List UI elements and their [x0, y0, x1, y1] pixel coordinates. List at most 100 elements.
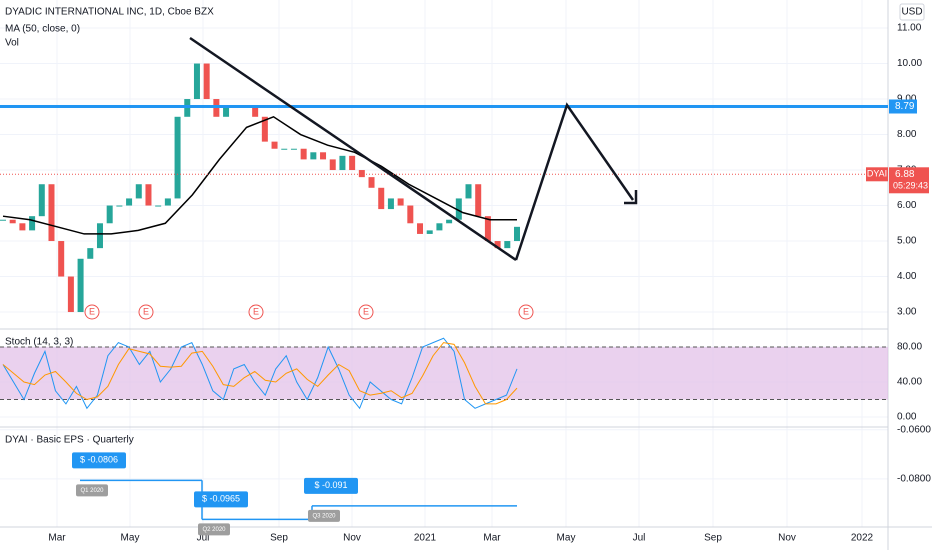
projection-path — [514, 102, 635, 261]
eps-value: $ -0.091 — [314, 480, 347, 490]
eps-value: $ -0.0965 — [202, 494, 240, 504]
x-tick-label: Sep — [270, 533, 288, 544]
candle — [77, 258, 84, 313]
vol-legend: Vol — [5, 38, 19, 49]
last-price-tag — [889, 167, 929, 194]
eps-legend: DYAI · Basic EPS · Quarterly — [5, 435, 134, 446]
y-tick-label: -0.0800 — [897, 473, 931, 484]
candle — [417, 223, 424, 234]
candle — [504, 241, 511, 249]
candle — [252, 106, 259, 117]
candle — [300, 148, 307, 160]
candle — [290, 148, 297, 150]
quarter-label: Q1 2020 — [80, 488, 104, 494]
candle — [349, 155, 356, 171]
candle — [426, 230, 433, 234]
eps-tag — [194, 491, 248, 508]
candle — [96, 223, 103, 249]
candle — [514, 226, 520, 242]
earnings-label: E — [523, 306, 529, 316]
candle — [281, 148, 288, 150]
candle — [358, 170, 365, 178]
earnings-label: E — [363, 306, 369, 316]
x-tick-label: Mar — [48, 533, 66, 544]
earnings-marker — [138, 304, 154, 320]
stoch-band — [0, 346, 888, 400]
earnings-marker — [84, 304, 100, 320]
x-tick-label: Jul — [633, 533, 646, 544]
candle — [145, 184, 152, 206]
candle — [446, 219, 453, 224]
candle — [126, 198, 133, 206]
plot: 3.004.005.006.007.008.009.0010.0011.00Ma… — [0, 23, 931, 544]
candle — [387, 198, 394, 210]
x-tick-label: 2022 — [851, 533, 874, 544]
candle — [436, 223, 443, 231]
candle — [9, 219, 16, 224]
candle — [38, 184, 45, 217]
candle — [368, 177, 375, 188]
currency: USD — [901, 7, 922, 18]
horizontal-level — [0, 104, 888, 108]
moving-average — [2, 115, 517, 235]
last-price-label: 6.88 — [895, 169, 915, 180]
eps-value: $ -0.0806 — [80, 455, 118, 465]
level-label: 8.79 — [895, 101, 915, 112]
eps-tag — [72, 452, 126, 469]
currency-badge[interactable] — [899, 3, 925, 21]
candle — [106, 205, 113, 224]
earnings-marker — [518, 304, 534, 320]
candle — [174, 116, 181, 199]
candle — [261, 116, 268, 142]
candle — [87, 248, 94, 259]
candle — [116, 205, 123, 207]
candle — [310, 152, 317, 160]
candle — [407, 205, 414, 224]
quarter-label: Q3 2020 — [312, 513, 336, 519]
candle — [193, 63, 200, 100]
x-tick-label: Sep — [704, 533, 722, 544]
earnings-label: E — [143, 306, 149, 316]
candle — [164, 198, 171, 206]
quarter-tag — [198, 523, 230, 536]
candle — [455, 198, 462, 220]
x-tick-label: 2021 — [414, 533, 437, 544]
chart-title: DYADIC INTERNATIONAL INC, 1D, Cboe BZX — [5, 7, 214, 18]
quarter-label: Q2 2020 — [202, 527, 226, 533]
candle — [67, 276, 74, 313]
symbol-tag — [866, 167, 888, 182]
ma-legend: MA (50, close, 0) — [5, 24, 80, 35]
candle — [19, 223, 26, 231]
earnings-label: E — [253, 306, 259, 316]
x-tick-label: May — [121, 533, 140, 544]
candle — [475, 184, 482, 217]
candle — [155, 205, 162, 207]
y-tick-label: 9.00 — [897, 94, 917, 105]
candle — [329, 159, 336, 171]
y-tick-label: -0.0600 — [897, 424, 931, 435]
earnings-label: E — [89, 306, 95, 316]
y-tick-label: 80.00 — [897, 342, 922, 353]
y-tick-label: 10.00 — [897, 58, 922, 69]
symbol-label: DYAI — [867, 169, 887, 179]
stoch-line — [2, 342, 518, 405]
y-tick-label: 6.00 — [897, 200, 917, 211]
eps-tag — [304, 477, 358, 494]
candle — [494, 241, 501, 249]
y-tick-label: 8.00 — [897, 129, 917, 140]
y-tick-label: 40.00 — [897, 377, 922, 388]
x-tick-label: Jul — [197, 533, 210, 544]
candle — [223, 106, 230, 117]
y-tick-label: 5.00 — [897, 236, 917, 247]
candle — [484, 216, 491, 242]
y-tick-label: 4.00 — [897, 271, 917, 282]
arrow-head — [624, 190, 638, 205]
candle — [203, 63, 210, 100]
candle — [465, 184, 472, 199]
candle — [339, 155, 346, 171]
candle — [271, 141, 278, 149]
y-tick-label: 0.00 — [897, 412, 917, 423]
level-tag — [889, 99, 917, 114]
